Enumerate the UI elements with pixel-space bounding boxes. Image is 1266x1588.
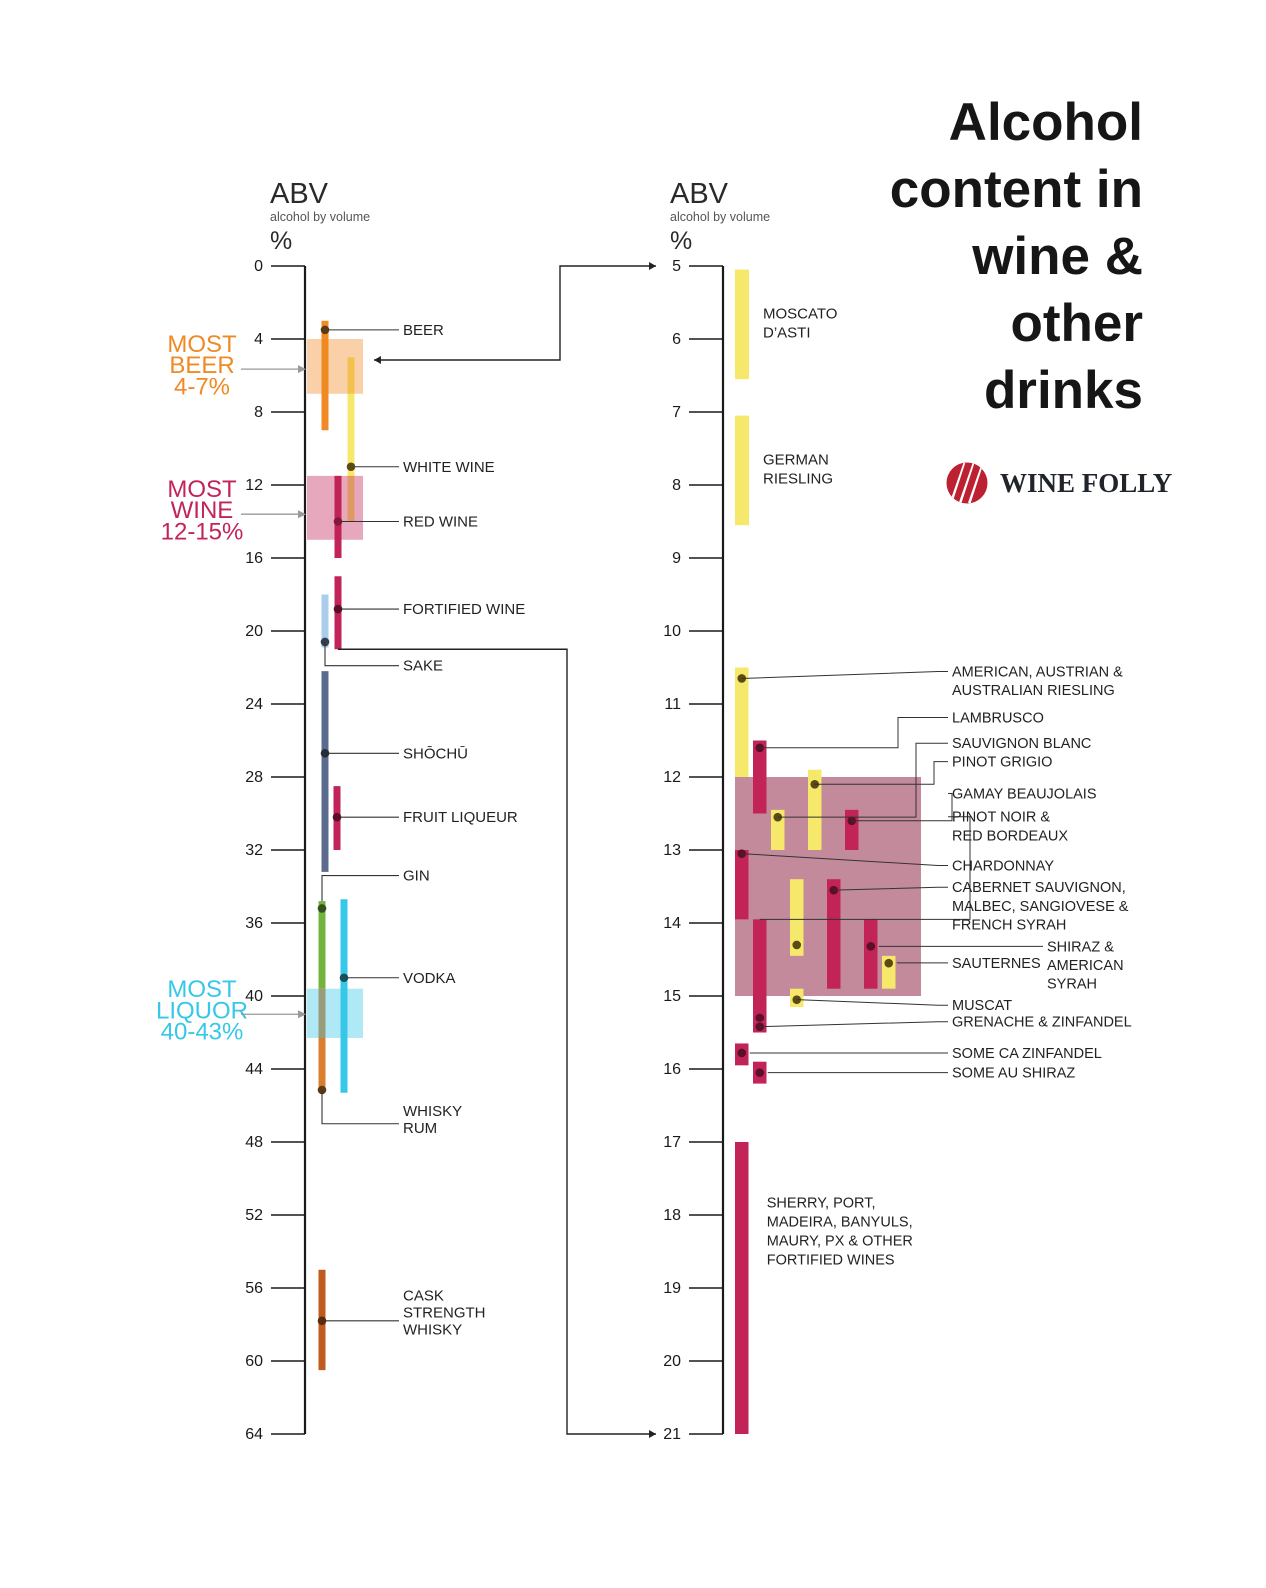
svg-text:24: 24 (245, 696, 263, 713)
svg-text:40-43%: 40-43% (161, 1019, 244, 1046)
svg-text:8: 8 (254, 404, 263, 421)
svg-text:SHERRY, PORT,: SHERRY, PORT, (767, 1196, 876, 1212)
svg-text:SHIRAZ &: SHIRAZ & (1047, 939, 1114, 955)
svg-text:8: 8 (672, 477, 681, 494)
svg-text:RUM: RUM (403, 1120, 437, 1137)
svg-text:CHARDONNAY: CHARDONNAY (952, 858, 1054, 874)
svg-text:RED BORDEAUX: RED BORDEAUX (952, 828, 1068, 844)
svg-text:Alcohol: Alcohol (949, 93, 1143, 152)
svg-text:17: 17 (663, 1134, 681, 1151)
svg-text:ABV: ABV (270, 178, 329, 210)
svg-text:12-15%: 12-15% (161, 519, 244, 546)
svg-text:12: 12 (663, 769, 681, 786)
svg-text:GRENACHE & ZINFANDEL: GRENACHE & ZINFANDEL (952, 1015, 1132, 1031)
svg-text:20: 20 (663, 1353, 681, 1370)
svg-text:WHISKY: WHISKY (403, 1103, 462, 1120)
svg-text:64: 64 (245, 1426, 263, 1443)
svg-text:60: 60 (245, 1353, 263, 1370)
svg-text:44: 44 (245, 1061, 263, 1078)
svg-text:AUSTRALIAN RIESLING: AUSTRALIAN RIESLING (952, 683, 1115, 699)
svg-text:SYRAH: SYRAH (1047, 977, 1097, 993)
svg-text:%: % (670, 227, 692, 255)
svg-text:ABV: ABV (670, 178, 729, 210)
svg-text:alcohol by volume: alcohol by volume (670, 210, 770, 224)
svg-text:5: 5 (672, 258, 681, 275)
svg-text:RED WINE: RED WINE (403, 514, 478, 531)
svg-text:STRENGTH: STRENGTH (403, 1304, 486, 1321)
svg-text:19: 19 (663, 1280, 681, 1297)
svg-text:VODKA: VODKA (403, 970, 456, 987)
svg-text:36: 36 (245, 915, 263, 932)
svg-text:11: 11 (664, 696, 681, 713)
svg-text:content in: content in (890, 160, 1143, 219)
svg-text:PINOT GRIGIO: PINOT GRIGIO (952, 755, 1052, 771)
svg-text:SOME AU SHIRAZ: SOME AU SHIRAZ (952, 1066, 1075, 1082)
svg-text:52: 52 (245, 1207, 263, 1224)
svg-text:16: 16 (663, 1061, 681, 1078)
svg-text:10: 10 (663, 623, 681, 640)
svg-text:9: 9 (672, 550, 681, 567)
svg-text:20: 20 (245, 623, 263, 640)
svg-text:14: 14 (663, 915, 681, 932)
svg-text:other: other (1011, 294, 1144, 353)
svg-text:alcohol by volume: alcohol by volume (270, 210, 370, 224)
svg-text:MALBEC, SANGIOVESE &: MALBEC, SANGIOVESE & (952, 899, 1129, 915)
svg-text:MAURY, PX & OTHER: MAURY, PX & OTHER (767, 1234, 913, 1250)
svg-text:RIESLING: RIESLING (763, 470, 833, 487)
svg-text:13: 13 (663, 842, 681, 859)
svg-text:CASK: CASK (403, 1287, 444, 1304)
svg-text:D’ASTI: D’ASTI (763, 324, 811, 341)
svg-text:BEER: BEER (403, 322, 444, 339)
svg-text:0: 0 (254, 258, 263, 275)
svg-text:GAMAY BEAUJOLAIS: GAMAY BEAUJOLAIS (952, 787, 1097, 803)
svg-text:MUSCAT: MUSCAT (952, 998, 1012, 1014)
svg-text:12: 12 (245, 477, 263, 494)
svg-text:SOME CA ZINFANDEL: SOME CA ZINFANDEL (952, 1046, 1102, 1062)
svg-text:%: % (270, 227, 292, 255)
svg-text:AMERICAN: AMERICAN (1047, 958, 1124, 974)
svg-text:GIN: GIN (403, 868, 430, 885)
svg-text:4: 4 (254, 331, 263, 348)
svg-text:MADEIRA, BANYULS,: MADEIRA, BANYULS, (767, 1215, 913, 1231)
svg-text:AMERICAN, AUSTRIAN &: AMERICAN, AUSTRIAN & (952, 665, 1123, 681)
svg-text:56: 56 (245, 1280, 263, 1297)
svg-text:48: 48 (245, 1134, 263, 1151)
svg-text:FRENCH SYRAH: FRENCH SYRAH (952, 917, 1066, 933)
svg-text:drinks: drinks (984, 361, 1143, 420)
svg-text:15: 15 (663, 988, 681, 1005)
svg-text:SHŌCHŪ: SHŌCHŪ (403, 745, 468, 762)
svg-text:21: 21 (663, 1426, 681, 1443)
svg-text:wine &: wine & (971, 227, 1143, 286)
svg-text:WINE FOLLY: WINE FOLLY (1000, 468, 1172, 498)
svg-text:SAUVIGNON BLANC: SAUVIGNON BLANC (952, 736, 1091, 752)
svg-text:SAKE: SAKE (403, 658, 443, 675)
svg-text:CABERNET SAUVIGNON,: CABERNET SAUVIGNON, (952, 880, 1126, 896)
svg-text:FORTIFIED WINES: FORTIFIED WINES (767, 1253, 895, 1269)
svg-text:MOSCATO: MOSCATO (763, 305, 837, 322)
svg-text:7: 7 (672, 404, 681, 421)
svg-text:32: 32 (245, 842, 263, 859)
svg-text:WHISKY: WHISKY (403, 1321, 462, 1338)
svg-text:16: 16 (245, 550, 263, 567)
svg-text:28: 28 (245, 769, 263, 786)
svg-text:6: 6 (672, 331, 681, 348)
svg-text:FRUIT LIQUEUR: FRUIT LIQUEUR (403, 809, 518, 826)
svg-text:WHITE WINE: WHITE WINE (403, 459, 495, 476)
svg-text:PINOT NOIR &: PINOT NOIR & (952, 810, 1050, 826)
svg-text:LAMBRUSCO: LAMBRUSCO (952, 711, 1044, 727)
svg-text:SAUTERNES: SAUTERNES (952, 956, 1041, 972)
svg-text:4-7%: 4-7% (174, 373, 230, 400)
svg-text:FORTIFIED WINE: FORTIFIED WINE (403, 601, 525, 618)
svg-text:GERMAN: GERMAN (763, 451, 829, 468)
svg-text:18: 18 (663, 1207, 681, 1224)
